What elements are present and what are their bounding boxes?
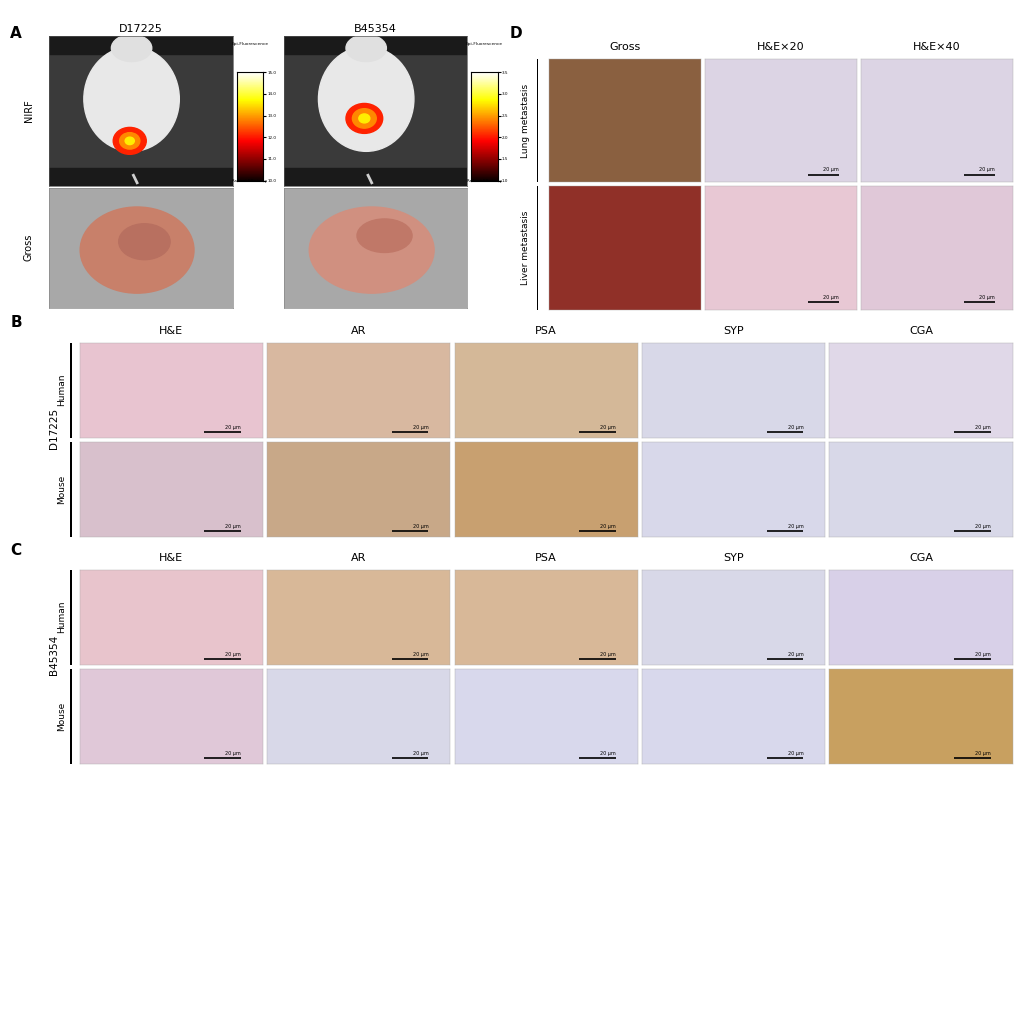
Bar [49, 168, 232, 186]
Text: 20 μm: 20 μm [599, 652, 615, 657]
Ellipse shape [318, 46, 414, 152]
Text: D: D [510, 26, 522, 41]
Circle shape [345, 103, 382, 133]
Ellipse shape [111, 35, 152, 62]
Text: Mouse: Mouse [57, 475, 65, 504]
Text: AR: AR [351, 326, 366, 336]
Text: Gross: Gross [608, 42, 640, 53]
Text: 20 μm: 20 μm [787, 751, 803, 756]
Text: H&E: H&E [159, 553, 183, 563]
Text: 20 μm: 20 μm [413, 425, 428, 430]
Bar [49, 36, 232, 54]
Text: 20 μm: 20 μm [599, 751, 615, 756]
Ellipse shape [309, 207, 434, 293]
Text: H&E×20: H&E×20 [756, 42, 804, 53]
Text: D17225: D17225 [49, 408, 59, 449]
Text: 20 μm: 20 μm [974, 524, 989, 529]
Text: Radiant Efficiency: Radiant Efficiency [232, 179, 267, 183]
Text: PSA: PSA [535, 326, 556, 336]
Text: 20 μm: 20 μm [225, 751, 240, 756]
Text: Human: Human [57, 601, 65, 634]
Ellipse shape [357, 219, 412, 253]
Circle shape [119, 133, 140, 149]
Text: B45354: B45354 [354, 24, 396, 34]
Text: C: C [10, 543, 21, 558]
Text: NIRF: NIRF [23, 99, 34, 123]
Text: 20 μm: 20 μm [413, 751, 428, 756]
Text: B45354: B45354 [49, 635, 59, 676]
Text: H&E×40: H&E×40 [912, 42, 960, 53]
Text: PSA: PSA [535, 553, 556, 563]
Text: 20 μm: 20 μm [978, 295, 994, 299]
Text: 20 μm: 20 μm [978, 167, 994, 172]
Text: Epi-Fluorescence: Epi-Fluorescence [231, 42, 268, 46]
Ellipse shape [81, 207, 194, 293]
Ellipse shape [118, 224, 170, 260]
Text: B: B [10, 315, 21, 330]
Text: Gross: Gross [23, 234, 34, 261]
Bar [283, 36, 467, 54]
Text: 20 μm: 20 μm [225, 524, 240, 529]
Text: Mouse: Mouse [57, 702, 65, 731]
Bar [283, 168, 467, 186]
Text: 20 μm: 20 μm [974, 751, 989, 756]
Text: 20 μm: 20 μm [787, 652, 803, 657]
Text: 20 μm: 20 μm [599, 425, 615, 430]
Text: 20 μm: 20 μm [225, 652, 240, 657]
Text: A: A [10, 26, 22, 41]
Text: Human: Human [57, 374, 65, 407]
Text: Liver metastasis: Liver metastasis [521, 211, 529, 285]
Text: Lung metastasis: Lung metastasis [521, 84, 529, 158]
Circle shape [359, 114, 370, 123]
Text: SYP: SYP [722, 553, 743, 563]
Text: 20 μm: 20 μm [822, 167, 838, 172]
Circle shape [113, 127, 146, 155]
Ellipse shape [345, 35, 386, 62]
Text: SYP: SYP [722, 326, 743, 336]
Text: 20 μm: 20 μm [413, 524, 428, 529]
Text: 20 μm: 20 μm [974, 652, 989, 657]
Text: 20 μm: 20 μm [787, 425, 803, 430]
Text: 20 μm: 20 μm [413, 652, 428, 657]
Circle shape [353, 108, 376, 128]
Text: 20 μm: 20 μm [599, 524, 615, 529]
Text: H&E: H&E [159, 326, 183, 336]
Text: 20 μm: 20 μm [787, 524, 803, 529]
Text: Radiant Efficiency: Radiant Efficiency [467, 179, 501, 183]
Circle shape [125, 137, 135, 144]
Text: CGA: CGA [908, 326, 932, 336]
Text: 20 μm: 20 μm [225, 425, 240, 430]
Text: D17225: D17225 [118, 24, 163, 34]
Text: Epi-Fluorescence: Epi-Fluorescence [466, 42, 502, 46]
Text: 20 μm: 20 μm [822, 295, 838, 299]
Text: CGA: CGA [908, 553, 932, 563]
Text: 20 μm: 20 μm [974, 425, 989, 430]
Ellipse shape [84, 46, 179, 152]
Text: AR: AR [351, 553, 366, 563]
